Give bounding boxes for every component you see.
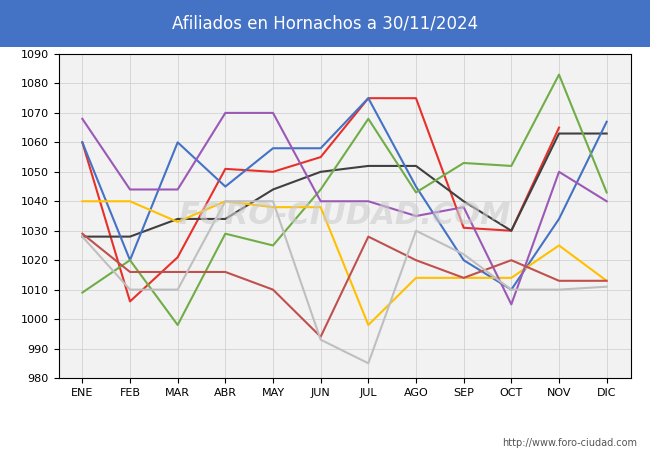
Text: FORO-CIUDAD.COM: FORO-CIUDAD.COM	[178, 202, 511, 230]
Text: Afiliados en Hornachos a 30/11/2024: Afiliados en Hornachos a 30/11/2024	[172, 14, 478, 33]
Text: http://www.foro-ciudad.com: http://www.foro-ciudad.com	[502, 438, 637, 448]
